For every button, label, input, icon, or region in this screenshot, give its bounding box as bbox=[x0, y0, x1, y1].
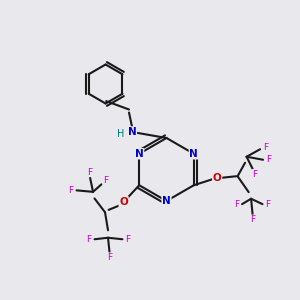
Text: F: F bbox=[250, 215, 255, 224]
Text: F: F bbox=[103, 176, 109, 185]
Text: F: F bbox=[88, 167, 93, 176]
Text: F: F bbox=[263, 143, 268, 152]
Text: N: N bbox=[128, 127, 136, 137]
Text: F: F bbox=[69, 186, 74, 195]
Text: F: F bbox=[265, 200, 270, 209]
Text: F: F bbox=[87, 235, 92, 244]
Text: N: N bbox=[162, 196, 171, 206]
Text: H: H bbox=[117, 129, 124, 140]
Text: N: N bbox=[189, 149, 198, 159]
Text: F: F bbox=[107, 253, 112, 262]
Text: F: F bbox=[266, 155, 271, 164]
Text: F: F bbox=[234, 200, 239, 209]
Text: F: F bbox=[252, 169, 257, 178]
Text: F: F bbox=[125, 235, 130, 244]
Text: O: O bbox=[213, 173, 222, 183]
Text: N: N bbox=[135, 149, 144, 159]
Text: O: O bbox=[119, 197, 128, 207]
